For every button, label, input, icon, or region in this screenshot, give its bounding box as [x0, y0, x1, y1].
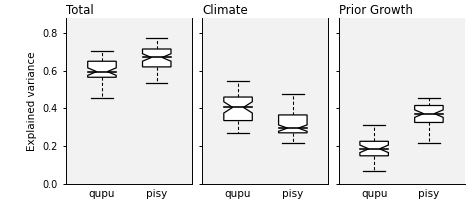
Polygon shape	[143, 49, 171, 67]
Text: Climate: Climate	[202, 4, 248, 17]
Y-axis label: Explained variance: Explained variance	[27, 51, 37, 151]
Polygon shape	[88, 61, 116, 77]
Polygon shape	[224, 97, 252, 121]
Text: Prior Growth: Prior Growth	[338, 4, 412, 17]
Polygon shape	[360, 141, 388, 156]
Polygon shape	[279, 115, 307, 133]
Text: Total: Total	[66, 4, 94, 17]
Polygon shape	[415, 106, 443, 123]
